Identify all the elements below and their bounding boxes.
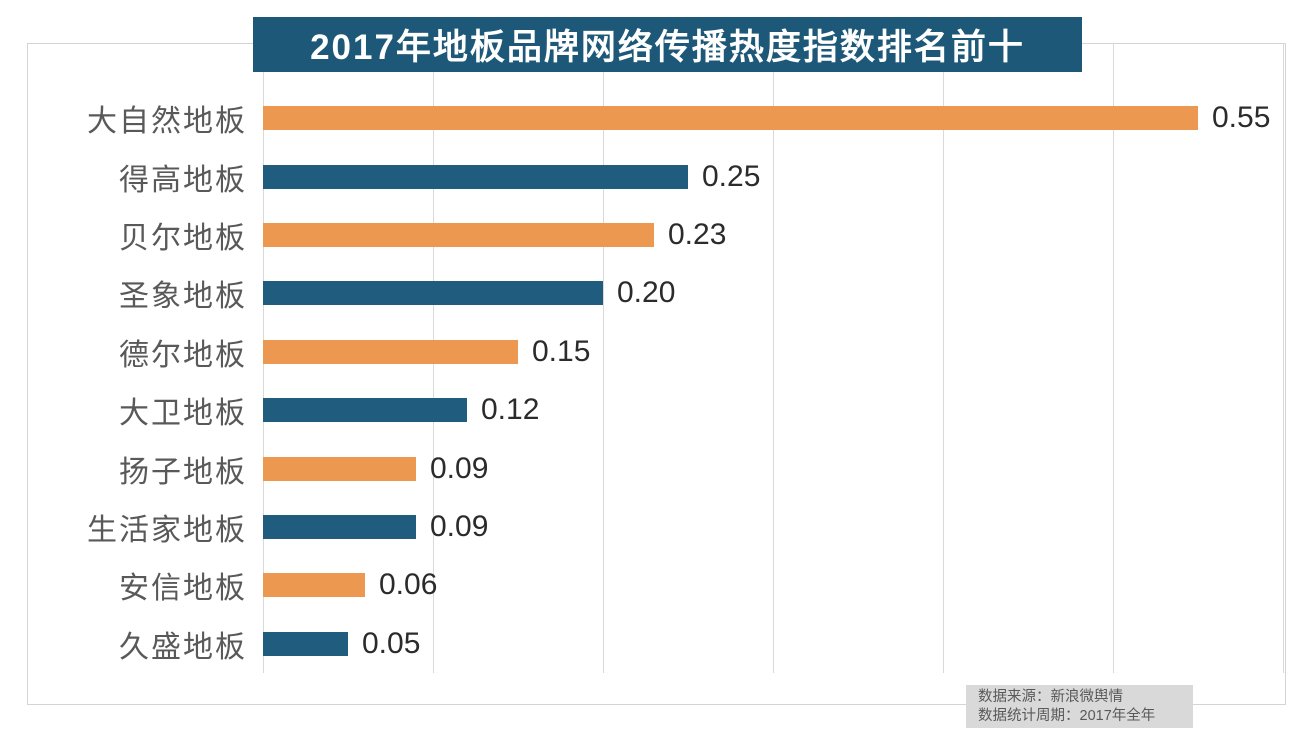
source-line-1: 数据来源：新浪微舆情	[978, 689, 1123, 705]
category-label: 圣象地板	[119, 280, 247, 314]
source-note: 数据来源：新浪微舆情 数据统计周期：2017年全年	[966, 685, 1193, 728]
bar-3	[263, 223, 654, 247]
value-label: 0.15	[532, 334, 591, 368]
bar-4	[263, 281, 603, 306]
bar-2	[263, 164, 688, 189]
category-label: 大自然地板	[87, 105, 247, 139]
bar-8	[263, 515, 416, 539]
value-label: 0.05	[362, 626, 421, 660]
gridline	[773, 43, 774, 673]
category-label: 扬子地板	[119, 455, 247, 489]
gridline	[1283, 43, 1284, 673]
bar-7	[263, 456, 416, 481]
category-label: 生活家地板	[87, 514, 247, 547]
value-label: 0.06	[379, 568, 438, 602]
value-label: 0.20	[617, 276, 676, 310]
value-label: 0.25	[702, 159, 761, 193]
bar-5	[263, 339, 518, 364]
chart-title-banner: 2017年地板品牌网络传播热度指数排名前十	[253, 17, 1082, 72]
category-label: 安信地板	[119, 572, 247, 606]
chart-title-text: 2017年地板品牌网络传播热度指数排名前十	[310, 28, 1025, 67]
category-label: 得高地板	[119, 163, 247, 197]
category-label: 德尔地板	[119, 338, 247, 372]
gridline	[603, 43, 604, 673]
gridline	[1113, 43, 1114, 673]
bar-6	[263, 398, 467, 423]
value-label: 0.09	[430, 510, 489, 543]
value-label: 0.23	[668, 218, 727, 251]
value-label: 0.09	[430, 451, 489, 485]
bar-10	[263, 631, 348, 656]
source-line-2: 数据统计周期：2017年全年	[978, 708, 1156, 724]
category-label: 久盛地板	[119, 630, 247, 664]
value-label: 0.12	[481, 393, 540, 427]
category-label: 贝尔地板	[119, 222, 247, 255]
bar-1	[263, 106, 1198, 131]
category-label: 大卫地板	[119, 397, 247, 431]
bar-9	[263, 573, 365, 598]
gridline	[943, 43, 944, 673]
value-label: 0.55	[1212, 101, 1271, 135]
